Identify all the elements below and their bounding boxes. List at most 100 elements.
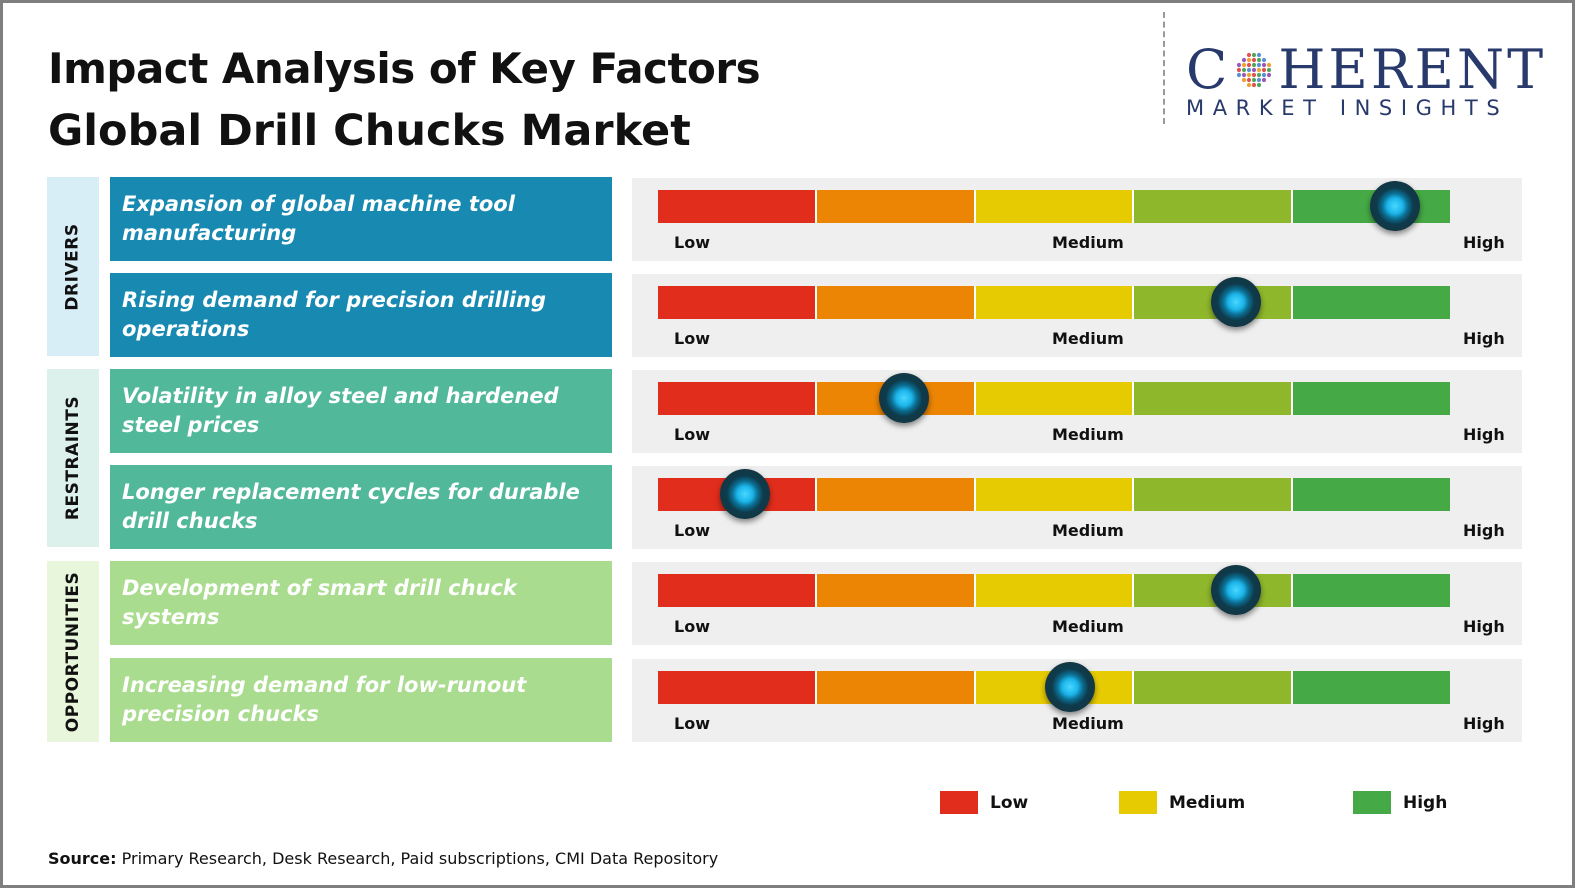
logo-dot: [1252, 82, 1257, 88]
logo-dot: [1257, 82, 1262, 88]
scale-segment: [658, 382, 817, 415]
legend-label-low: Low: [990, 792, 1029, 813]
scale-segment: [1293, 478, 1450, 511]
logo-dot: [1237, 72, 1242, 78]
category-label-opportunities: OPPORTUNITIES: [63, 571, 84, 732]
legend-swatch-high: [1353, 791, 1391, 814]
logo-dot: [1257, 67, 1262, 73]
source-note: Source: Primary Research, Desk Research,…: [48, 849, 718, 868]
impact-meter: Low Medium High: [632, 370, 1522, 453]
impact-meter: Low Medium High: [632, 466, 1522, 549]
scale-label-medium: Medium: [1052, 714, 1124, 733]
logo-wordmark: C HERENT: [1186, 38, 1546, 102]
logo-tagline: MARKET INSIGHTS: [1186, 96, 1509, 120]
category-opportunities: OPPORTUNITIES: [47, 561, 99, 742]
logo-dots-icon: [1237, 52, 1272, 88]
impact-scale-bar: [658, 478, 1450, 511]
scale-segment: [658, 671, 817, 704]
scale-segment: [975, 478, 1135, 511]
logo-dot: [1252, 57, 1257, 63]
scale-segment: [816, 286, 976, 319]
impact-scale-bar: [658, 574, 1450, 607]
scale-segment: [975, 382, 1135, 415]
impact-meter: Low Medium High: [632, 178, 1522, 261]
category-label-drivers: DRIVERS: [63, 222, 84, 311]
impact-scale-bar: [658, 382, 1450, 415]
factor-card: Expansion of global machine tool manufac…: [110, 177, 612, 261]
impact-indicator-knob: [878, 373, 929, 423]
legend-swatch-medium: [1119, 791, 1157, 814]
scale-segment: [816, 574, 976, 607]
logo-dot: [1257, 62, 1262, 68]
scale-segment: [975, 574, 1135, 607]
scale-segment: [658, 286, 817, 319]
category-restraints: RESTRAINTS: [47, 369, 99, 547]
scale-label-medium: Medium: [1052, 329, 1124, 348]
logo-dot: [1247, 82, 1252, 88]
impact-indicator-knob: [1211, 565, 1262, 615]
legend-swatch-low: [940, 791, 978, 814]
logo-dot: [1242, 77, 1247, 83]
impact-meter: Low Medium High: [632, 659, 1522, 742]
scale-segment: [816, 190, 976, 223]
factor-text: Development of smart drill chuck systems: [122, 576, 517, 629]
factor-card: Development of smart drill chuck systems: [110, 561, 612, 645]
page-title: Impact Analysis of Key Factors: [48, 44, 761, 93]
scale-label-high: High: [1463, 329, 1505, 348]
impact-indicator-knob: [1369, 181, 1420, 231]
logo-dot: [1247, 57, 1252, 63]
scale-segment: [1134, 190, 1294, 223]
legend-label-medium: Medium: [1169, 792, 1246, 813]
logo-dot: [1242, 62, 1247, 68]
impact-meter: Low Medium High: [632, 562, 1522, 645]
logo-dot: [1267, 72, 1272, 78]
scale-segment: [1293, 671, 1450, 704]
logo-dot: [1252, 62, 1257, 68]
impact-scale-bar: [658, 286, 1450, 319]
logo-dot: [1262, 62, 1267, 68]
logo-dot: [1267, 67, 1272, 73]
scale-label-medium: Medium: [1052, 425, 1124, 444]
factor-text: Longer replacement cycles for durable dr…: [122, 480, 580, 533]
scale-label-medium: Medium: [1052, 617, 1124, 636]
logo-dot: [1257, 57, 1262, 63]
logo-dot: [1262, 72, 1267, 78]
scale-segment: [1134, 382, 1294, 415]
scale-label-high: High: [1463, 617, 1505, 636]
logo-dot: [1237, 67, 1242, 73]
source-text: Primary Research, Desk Research, Paid su…: [116, 849, 719, 868]
factor-text: Volatility in alloy steel and hardened s…: [122, 384, 559, 437]
logo-dot: [1247, 72, 1252, 78]
scale-segment: [1134, 478, 1294, 511]
logo-dot: [1252, 67, 1257, 73]
logo-dot: [1252, 77, 1257, 83]
legend-low: Low: [940, 791, 1028, 814]
scale-segment: [1293, 382, 1450, 415]
scale-label-low: Low: [674, 425, 710, 444]
logo-divider: [1163, 12, 1165, 124]
scale-label-high: High: [1463, 521, 1505, 540]
scale-label-low: Low: [674, 329, 710, 348]
scale-label-medium: Medium: [1052, 521, 1124, 540]
logo-dot: [1237, 62, 1242, 68]
logo-dot: [1262, 77, 1267, 83]
impact-scale-bar: [658, 190, 1450, 223]
scale-segment: [816, 478, 976, 511]
logo-dot: [1257, 72, 1262, 78]
scale-label-low: Low: [674, 714, 710, 733]
scale-label-high: High: [1463, 714, 1505, 733]
legend-medium: Medium: [1119, 791, 1245, 814]
legend-high: High: [1353, 791, 1447, 814]
source-prefix: Source:: [48, 849, 117, 868]
logo-dot: [1252, 52, 1257, 58]
impact-meter: Low Medium High: [632, 274, 1522, 357]
page-subtitle: Global Drill Chucks Market: [48, 106, 691, 156]
scale-segment: [1293, 574, 1450, 607]
scale-label-low: Low: [674, 521, 710, 540]
impact-indicator-knob: [1044, 662, 1095, 712]
impact-indicator-knob: [720, 469, 771, 519]
factor-card: Increasing demand for low-runout precisi…: [110, 658, 612, 742]
logo-dot: [1247, 77, 1252, 83]
factor-card: Volatility in alloy steel and hardened s…: [110, 369, 612, 453]
scale-label-low: Low: [674, 617, 710, 636]
